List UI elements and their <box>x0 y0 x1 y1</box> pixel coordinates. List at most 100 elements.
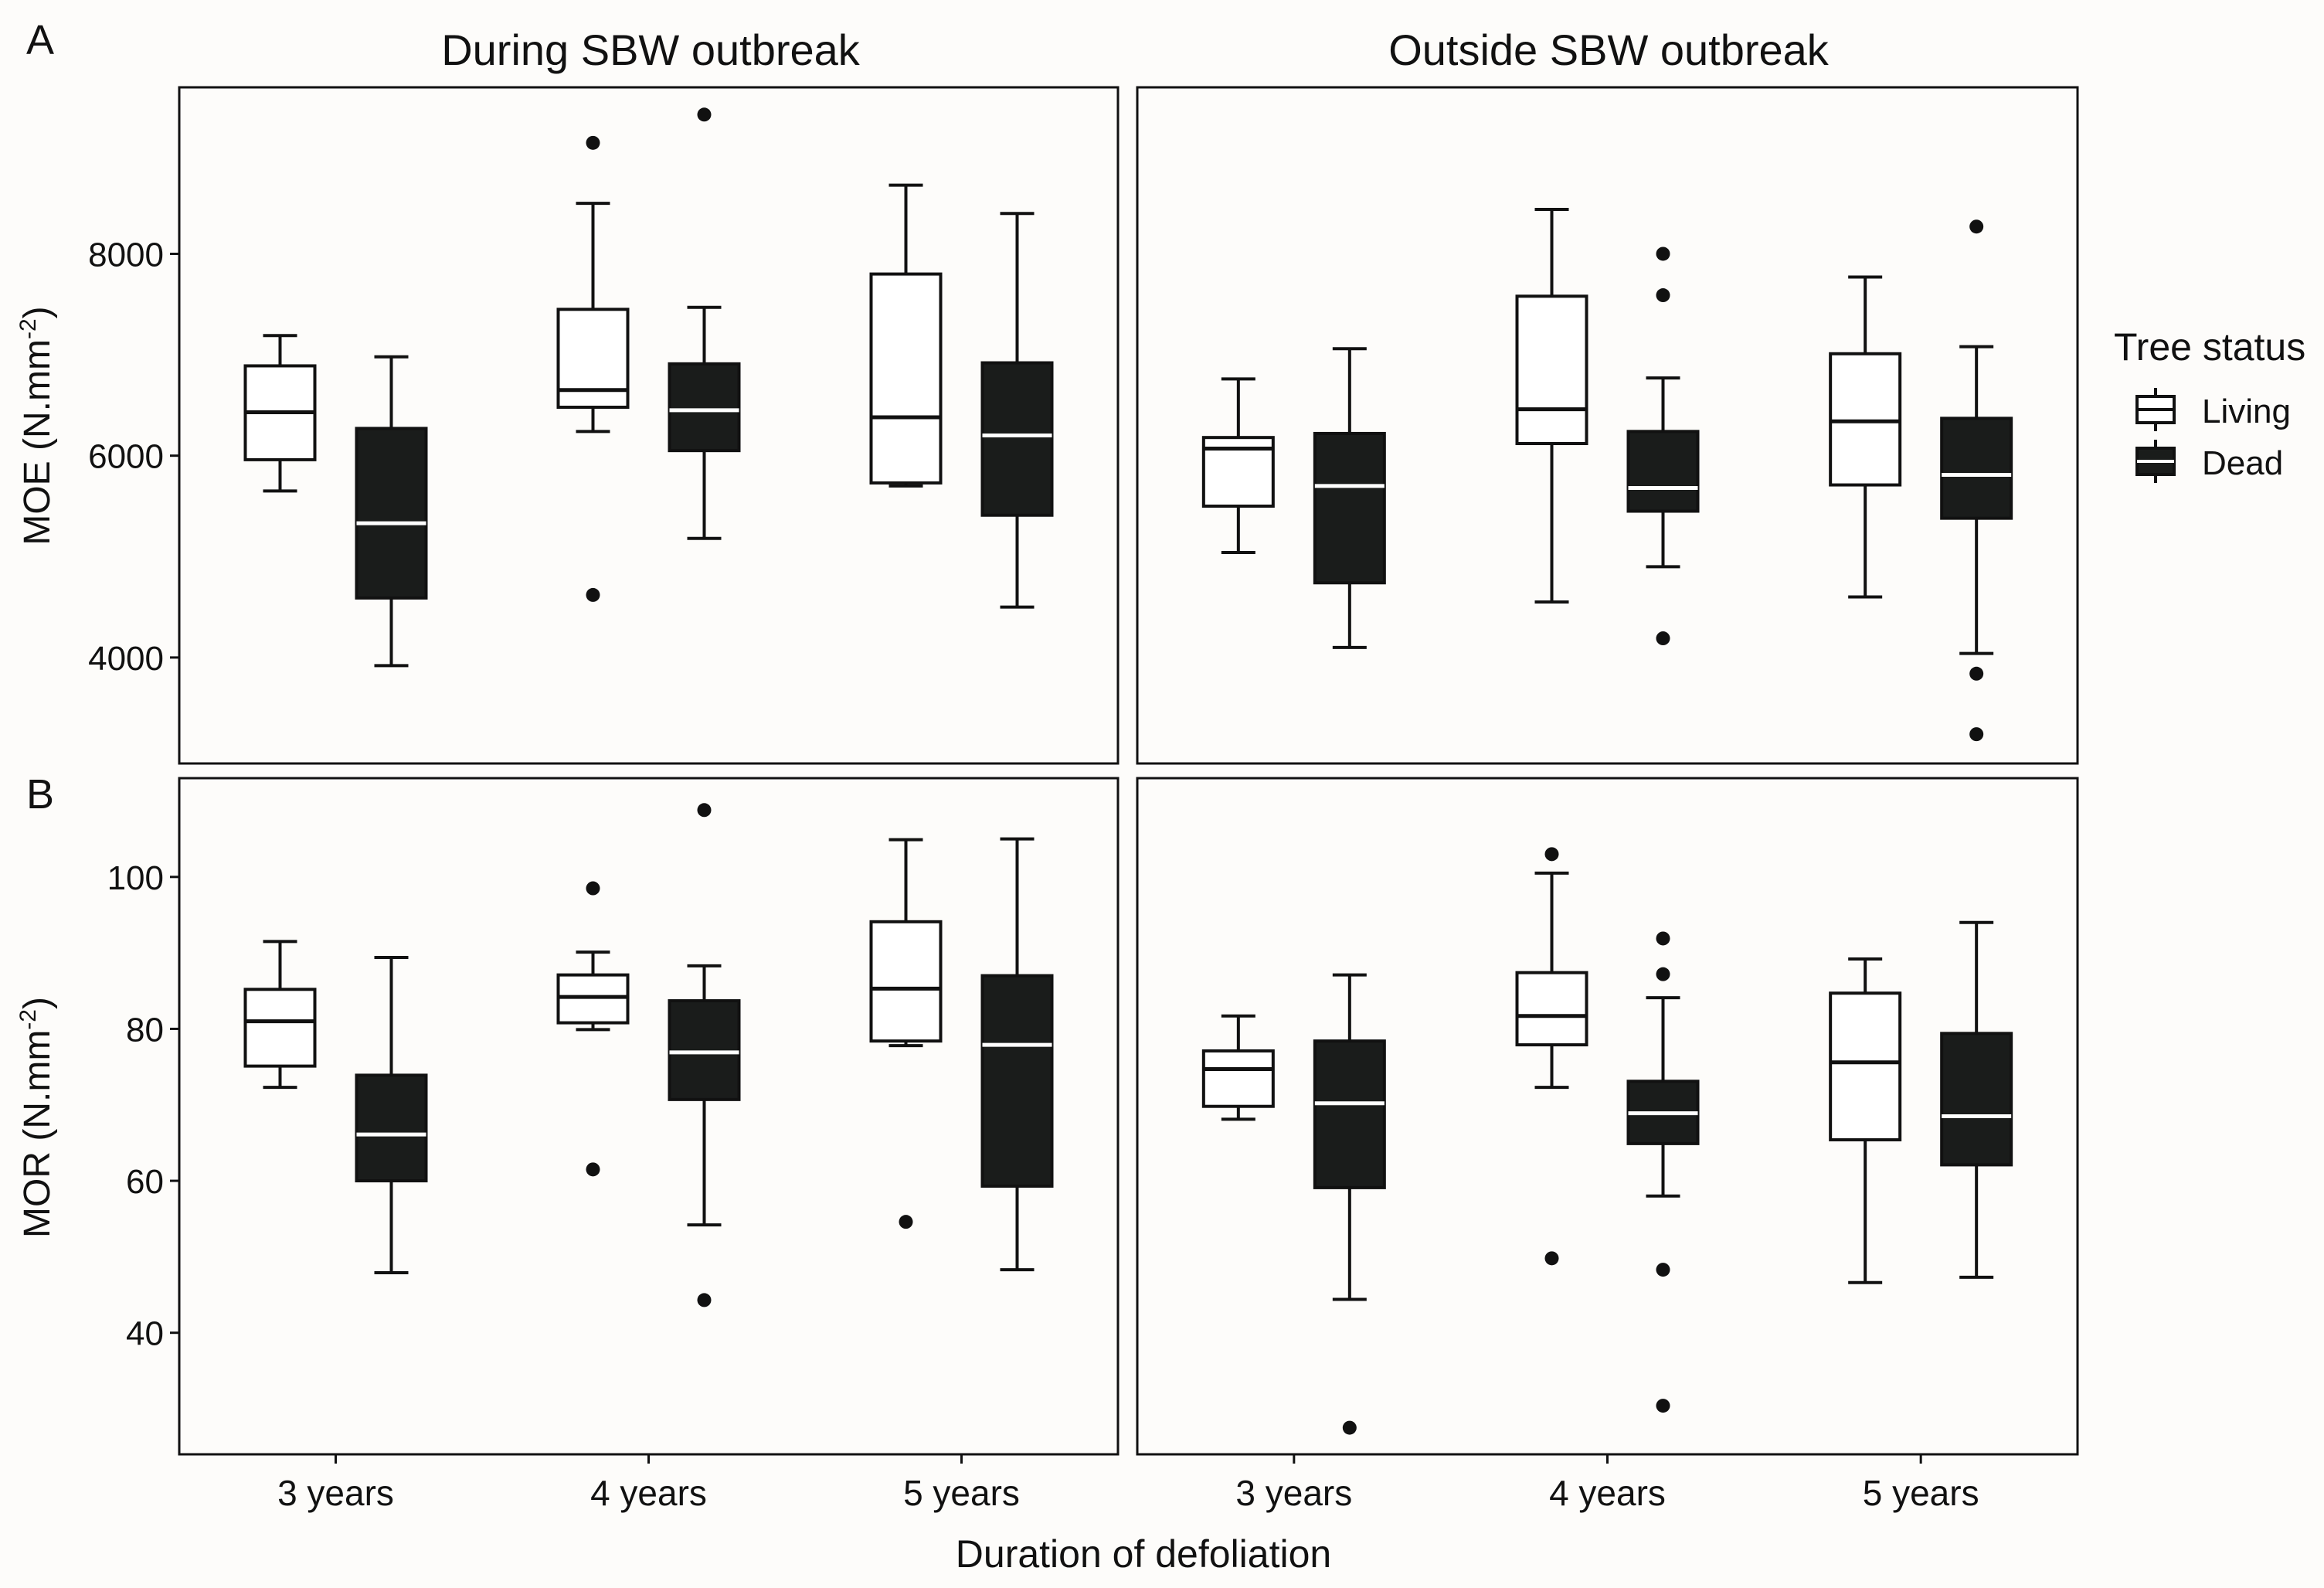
box-dead-5-years <box>980 212 1054 609</box>
box-living-4-years <box>556 881 630 1177</box>
outlier-point <box>1342 1420 1357 1435</box>
column-title-outside: Outside SBW outbreak <box>1388 26 1830 74</box>
box-dead-3-years <box>355 355 428 668</box>
x-tick-label: 4 years <box>590 1473 707 1513</box>
outlier-point <box>586 135 600 150</box>
panel-b-during: 40 60 80 100 3 years 4 years 5 years <box>107 777 1120 1513</box>
box-iqr <box>355 1073 428 1183</box>
outlier-point <box>1656 288 1670 303</box>
legend-label-living: Living <box>2202 393 2291 430</box>
box-living-5-years <box>1829 957 1902 1284</box>
box-iqr <box>869 920 943 1043</box>
box-iqr <box>1201 1049 1275 1108</box>
box-iqr <box>1940 1032 2013 1167</box>
outlier-point <box>1969 666 1984 681</box>
panel-a-during: 4000 6000 8000 <box>88 86 1120 765</box>
y-tick-label: 80 <box>126 1011 164 1049</box>
box-living-5-years <box>1829 275 1902 599</box>
outlier-point <box>1656 931 1670 946</box>
legend: Tree status Living Dead <box>2114 325 2305 483</box>
outlier-point <box>697 1293 712 1307</box>
panel-label-b: B <box>26 771 54 818</box>
y-tick-label: 60 <box>126 1163 164 1201</box>
x-tick-label: 3 years <box>1235 1473 1352 1513</box>
box-iqr <box>1829 352 1902 487</box>
outlier-point <box>1544 847 1559 862</box>
box-iqr <box>869 272 943 485</box>
box-iqr <box>1940 417 2013 520</box>
box-living-4-years <box>1515 208 1588 604</box>
box-living-3-years <box>1201 377 1275 555</box>
box-dead-3-years <box>1313 347 1386 649</box>
y-tick-label: 4000 <box>88 640 164 678</box>
column-title-during: During SBW outbreak <box>441 26 861 74</box>
box-iqr <box>1829 991 1902 1141</box>
ylabel-moe: MOE (N.mm-2) <box>15 306 58 545</box>
legend-label-dead: Dead <box>2202 444 2283 482</box>
legend-key-living <box>2135 388 2176 431</box>
x-tick-label: 5 years <box>1863 1473 1979 1513</box>
box-dead-4-years <box>1626 247 1700 646</box>
box-dead-3-years <box>1313 973 1386 1435</box>
outlier-point <box>697 803 712 818</box>
box-iqr <box>1313 1039 1386 1189</box>
y-tick-label: 6000 <box>88 438 164 476</box>
outlier-point <box>586 881 600 896</box>
box-iqr <box>1515 971 1588 1047</box>
box-living-4-years <box>556 135 630 602</box>
box-iqr <box>1313 431 1386 585</box>
x-tick-label: 5 years <box>903 1473 1020 1513</box>
panel-frame <box>1136 86 2079 765</box>
box-dead-5-years <box>980 837 1054 1272</box>
outlier-point <box>1544 1251 1559 1266</box>
box-living-3-years <box>243 334 317 493</box>
box-living-5-years <box>869 838 943 1229</box>
outlier-point <box>1969 219 1984 234</box>
box-dead-4-years <box>668 107 741 540</box>
box-iqr <box>1515 294 1588 446</box>
box-living-3-years <box>243 940 317 1090</box>
y-tick-label: 8000 <box>88 236 164 274</box>
box-dead-3-years <box>355 956 428 1275</box>
outlier-point <box>1656 1399 1670 1413</box>
x-tick-label: 4 years <box>1549 1473 1666 1513</box>
box-iqr <box>980 974 1054 1188</box>
outlier-point <box>1656 967 1670 981</box>
box-dead-4-years <box>1626 931 1700 1413</box>
box-dead-4-years <box>668 803 741 1307</box>
panel-frame <box>178 777 1120 1456</box>
box-iqr <box>556 308 630 409</box>
legend-key-dead <box>2135 440 2176 483</box>
panel-frame <box>1136 777 2079 1456</box>
x-tick-label: 3 years <box>277 1473 394 1513</box>
box-iqr <box>1626 430 1700 513</box>
outlier-point <box>899 1215 913 1229</box>
outlier-point <box>1656 631 1670 646</box>
panel-a-outside <box>1136 86 2079 765</box>
outlier-point <box>1656 247 1670 261</box>
box-dead-5-years <box>1940 219 2013 742</box>
outlier-point <box>1656 1263 1670 1277</box>
legend-title: Tree status <box>2114 325 2305 369</box>
outlier-point <box>586 587 600 602</box>
panel-label-a: A <box>26 17 54 63</box>
ylabel-mor: MOR (N.mm-2) <box>15 997 58 1238</box>
box-iqr <box>243 988 317 1068</box>
outlier-point <box>586 1162 600 1177</box>
x-axis-title: Duration of defoliation <box>956 1532 1331 1576</box>
outlier-point <box>1969 727 1984 742</box>
y-tick-label: 40 <box>126 1315 164 1353</box>
panel-b-outside: 3 years 4 years 5 years <box>1136 777 2079 1513</box>
box-living-5-years <box>869 183 943 488</box>
box-dead-5-years <box>1940 920 2013 1279</box>
box-iqr <box>668 362 741 453</box>
box-iqr <box>980 361 1054 517</box>
box-living-4-years <box>1515 847 1588 1266</box>
panel-frame <box>178 86 1120 765</box>
box-iqr <box>668 999 741 1101</box>
outlier-point <box>697 107 712 122</box>
box-iqr <box>355 427 428 600</box>
box-living-3-years <box>1201 1014 1275 1121</box>
y-tick-label: 100 <box>107 859 164 897</box>
